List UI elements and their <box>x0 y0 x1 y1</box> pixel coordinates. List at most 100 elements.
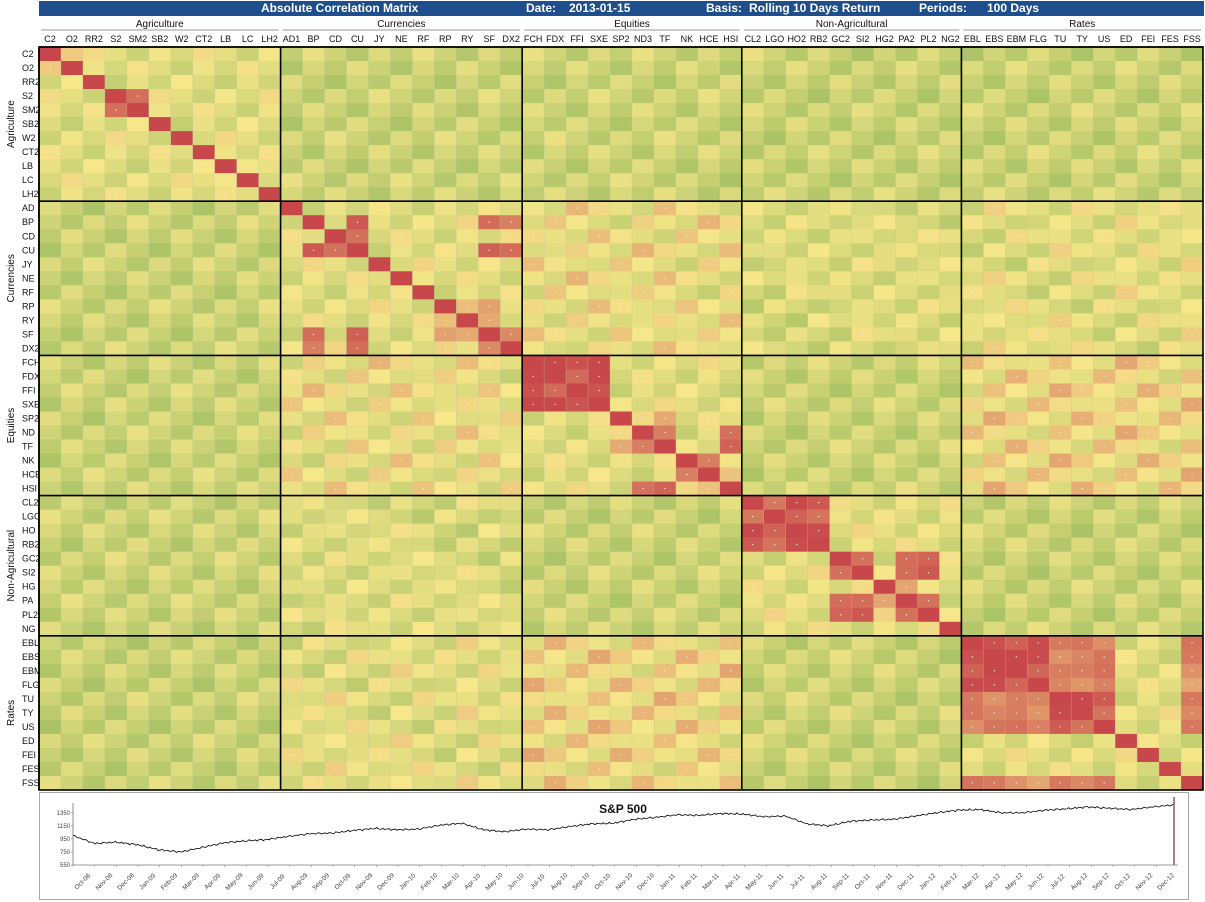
significance-dot <box>1015 389 1018 392</box>
heatmap-cell <box>390 495 413 511</box>
heatmap-cell <box>192 243 216 258</box>
column-label: HG2 <box>875 34 894 44</box>
heatmap-cell <box>895 747 918 763</box>
heatmap-cell <box>1159 677 1182 693</box>
heatmap-cell <box>566 341 589 356</box>
heatmap-cell <box>961 733 984 749</box>
sp500-title: S&P 500 <box>599 802 647 816</box>
significance-dot <box>1059 670 1061 672</box>
heatmap-cell <box>324 523 347 539</box>
heatmap-cell <box>719 383 743 398</box>
significance-dot <box>466 305 468 308</box>
significance-dot <box>730 754 732 756</box>
column-label: SP2 <box>612 34 629 44</box>
heatmap-cell <box>829 635 852 651</box>
heatmap-cell <box>126 327 150 342</box>
heatmap-cell <box>236 215 260 230</box>
heatmap-cell <box>126 691 150 707</box>
heatmap-cell <box>719 481 743 496</box>
heatmap-cell <box>1005 89 1028 104</box>
heatmap-cell <box>148 117 172 132</box>
heatmap-cell <box>258 355 281 370</box>
heatmap-cell <box>939 677 962 693</box>
heatmap-cell <box>873 537 896 553</box>
heatmap-cell <box>763 173 787 188</box>
x-tick-label: Oct-09 <box>333 872 352 891</box>
heatmap-cell <box>1181 565 1204 581</box>
column-label: CL2 <box>745 34 762 44</box>
significance-dot <box>312 642 315 644</box>
heatmap-cell <box>280 537 303 553</box>
significance-dot <box>71 179 73 181</box>
row-label: FFI <box>22 385 36 395</box>
heatmap-cell <box>346 705 369 721</box>
significance-dot <box>708 726 710 728</box>
heatmap-cell <box>983 327 1006 342</box>
significance-dot <box>598 740 600 742</box>
heatmap-cell <box>1005 537 1028 553</box>
heatmap-cell <box>148 411 172 426</box>
heatmap-cell <box>675 439 699 454</box>
heatmap-cell <box>1115 383 1138 398</box>
significance-dot <box>576 361 578 364</box>
heatmap-cell <box>1049 257 1072 272</box>
x-tick-label: Dec-12 <box>1156 872 1176 892</box>
heatmap-cell <box>412 663 435 679</box>
heatmap-cell <box>192 327 216 342</box>
heatmap-cell <box>1049 565 1072 581</box>
heatmap-cell <box>412 425 435 440</box>
significance-dot <box>1037 375 1039 378</box>
row-label: LC <box>22 175 34 185</box>
heatmap-cell <box>631 313 655 328</box>
heatmap-cell <box>434 89 457 104</box>
heatmap-cell <box>1071 313 1094 328</box>
heatmap-cell <box>368 565 391 581</box>
heatmap-cell <box>939 201 962 216</box>
significance-dot <box>861 529 864 532</box>
significance-dot <box>1147 740 1149 742</box>
significance-dot <box>993 684 996 686</box>
heatmap-cell <box>610 537 633 553</box>
heatmap-cell <box>104 705 128 721</box>
heatmap-cell <box>1093 215 1116 230</box>
heatmap-cell <box>763 397 787 412</box>
significance-dot <box>422 417 425 420</box>
heatmap-cell <box>939 775 962 791</box>
heatmap-cell <box>456 341 479 356</box>
heatmap-cell <box>368 509 391 525</box>
heatmap-cell <box>236 355 260 370</box>
heatmap-cell <box>719 579 743 595</box>
heatmap-cell <box>610 145 633 160</box>
heatmap-cell <box>1027 383 1050 398</box>
heatmap-cell <box>939 117 962 132</box>
significance-dot <box>598 207 600 209</box>
row-label: PL2 <box>22 610 38 620</box>
heatmap-cell <box>653 565 677 581</box>
heatmap-cell <box>148 663 172 679</box>
significance-dot <box>400 740 403 742</box>
heatmap-cell <box>434 663 457 679</box>
heatmap-cell <box>324 103 347 118</box>
heatmap-cell <box>566 453 589 468</box>
heatmap-cell <box>456 47 479 62</box>
heatmap-cell <box>522 733 545 749</box>
heatmap-cell <box>939 565 962 581</box>
heatmap-cell <box>741 61 765 76</box>
significance-dot <box>642 782 644 784</box>
heatmap-cell <box>412 243 435 258</box>
heatmap-cell <box>280 145 303 160</box>
heatmap-cell <box>390 747 413 763</box>
x-tick-label: Apr-11 <box>724 872 743 891</box>
significance-dot <box>993 712 996 714</box>
heatmap-cell <box>478 75 501 90</box>
significance-dot <box>642 754 644 756</box>
y-tick-label: 750 <box>60 850 71 856</box>
heatmap-cell <box>82 537 106 553</box>
heatmap-cell <box>807 733 831 749</box>
heatmap-cell <box>983 187 1006 202</box>
significance-dot <box>1081 417 1083 420</box>
heatmap-cell <box>148 607 172 623</box>
heatmap-cell <box>1071 173 1094 188</box>
significance-dot <box>1103 684 1105 686</box>
x-tick-label: Dec-09 <box>376 872 396 892</box>
